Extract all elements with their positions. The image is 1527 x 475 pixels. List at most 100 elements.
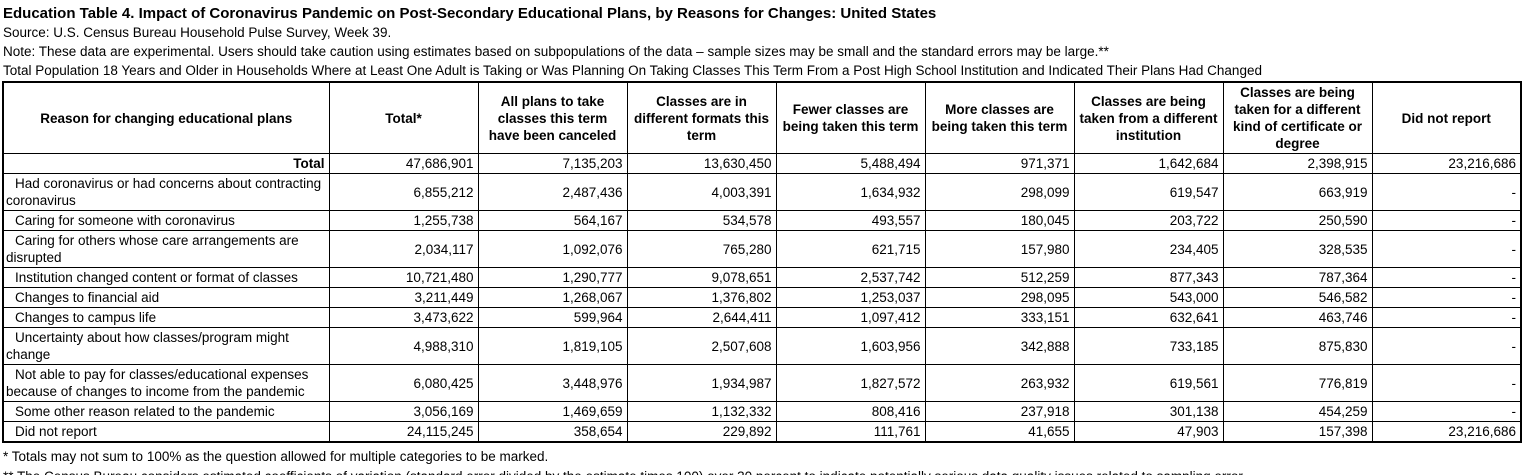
table-row: Caring for someone with coronavirus 1,255… xyxy=(2,210,1522,231)
table-row: Some other reason related to the pandemi… xyxy=(2,401,1522,422)
value-cell: 328,535 xyxy=(1222,230,1373,268)
value-cell: 203,722 xyxy=(1073,210,1224,231)
value-cell: 157,980 xyxy=(924,230,1075,268)
data-table: Reason for changing educational plans Tot… xyxy=(2,81,1522,443)
value-cell: 24,115,245 xyxy=(328,421,479,443)
row-label: Caring for others whose care arrangement… xyxy=(2,230,330,268)
value-cell: 6,855,212 xyxy=(328,173,479,211)
value-cell: 263,932 xyxy=(924,364,1075,402)
value-cell: 2,398,915 xyxy=(1222,153,1373,174)
value-cell: 1,469,659 xyxy=(477,401,628,422)
value-cell: 3,473,622 xyxy=(328,307,479,328)
column-header: Did not report xyxy=(1371,81,1522,154)
row-label: Total xyxy=(2,153,330,174)
value-cell: 2,507,608 xyxy=(626,327,777,365)
column-header: More classes are being taken this term xyxy=(924,81,1075,154)
value-cell: - xyxy=(1371,287,1522,308)
table-header-row: Reason for changing educational plans Tot… xyxy=(2,81,1522,154)
row-label: Caring for someone with coronavirus xyxy=(2,210,330,231)
row-label: Changes to campus life xyxy=(2,307,330,328)
value-cell: 1,819,105 xyxy=(477,327,628,365)
value-cell: 3,211,449 xyxy=(328,287,479,308)
value-cell: 47,686,901 xyxy=(328,153,479,174)
value-cell: 787,364 xyxy=(1222,267,1373,288)
value-cell: 1,376,802 xyxy=(626,287,777,308)
value-cell: 1,092,076 xyxy=(477,230,628,268)
value-cell: 4,003,391 xyxy=(626,173,777,211)
source-line: Source: U.S. Census Bureau Household Pul… xyxy=(3,25,392,40)
column-header: Total* xyxy=(328,81,479,154)
column-header: Classes are being taken for a different … xyxy=(1222,81,1373,154)
footnote-totals: * Totals may not sum to 100% as the ques… xyxy=(3,449,549,464)
table-row: Changes to campus life 3,473,622 599,964 2,… xyxy=(2,307,1522,328)
value-cell: 875,830 xyxy=(1222,327,1373,365)
value-cell: 564,167 xyxy=(477,210,628,231)
value-cell: - xyxy=(1371,364,1522,402)
value-cell: 6,080,425 xyxy=(328,364,479,402)
value-cell: 13,630,450 xyxy=(626,153,777,174)
value-cell: 23,216,686 xyxy=(1371,421,1522,443)
value-cell: 7,135,203 xyxy=(477,153,628,174)
value-cell: 971,371 xyxy=(924,153,1075,174)
column-header: All plans to take classes this term have… xyxy=(477,81,628,154)
value-cell: 463,746 xyxy=(1222,307,1373,328)
value-cell: 512,259 xyxy=(924,267,1075,288)
row-label: Did not report xyxy=(2,421,330,443)
value-cell: - xyxy=(1371,230,1522,268)
table-row: Institution changed content or format of… xyxy=(2,267,1522,288)
value-cell: 534,578 xyxy=(626,210,777,231)
value-cell: 157,398 xyxy=(1222,421,1373,443)
value-cell: 342,888 xyxy=(924,327,1075,365)
value-cell: - xyxy=(1371,210,1522,231)
table-body: Total 47,686,901 7,135,203 13,630,450 5,488,… xyxy=(2,153,1522,443)
value-cell: 23,216,686 xyxy=(1371,153,1522,174)
value-cell: 808,416 xyxy=(775,401,926,422)
value-cell: 1,634,932 xyxy=(775,173,926,211)
value-cell: 180,045 xyxy=(924,210,1075,231)
value-cell: 619,547 xyxy=(1073,173,1224,211)
column-header: Classes are being taken from a different… xyxy=(1073,81,1224,154)
value-cell: 41,655 xyxy=(924,421,1075,443)
value-cell: - xyxy=(1371,327,1522,365)
value-cell: 765,280 xyxy=(626,230,777,268)
value-cell: 358,654 xyxy=(477,421,628,443)
value-cell: 877,343 xyxy=(1073,267,1224,288)
value-cell: 111,761 xyxy=(775,421,926,443)
value-cell: 237,918 xyxy=(924,401,1075,422)
row-label: Some other reason related to the pandemi… xyxy=(2,401,330,422)
value-cell: 733,185 xyxy=(1073,327,1224,365)
row-label: Uncertainty about how classes/program mi… xyxy=(2,327,330,365)
row-label: Institution changed content or format of… xyxy=(2,267,330,288)
value-cell: 1,097,412 xyxy=(775,307,926,328)
value-cell: 621,715 xyxy=(775,230,926,268)
note-line: Note: These data are experimental. Users… xyxy=(3,44,1109,59)
value-cell: 663,919 xyxy=(1222,173,1373,211)
value-cell: 1,827,572 xyxy=(775,364,926,402)
value-cell: 1,253,037 xyxy=(775,287,926,308)
value-cell: 1,934,987 xyxy=(626,364,777,402)
universe-line: Total Population 18 Years and Older in H… xyxy=(3,63,1262,78)
value-cell: 493,557 xyxy=(775,210,926,231)
value-cell: 234,405 xyxy=(1073,230,1224,268)
value-cell: 619,561 xyxy=(1073,364,1224,402)
table-row: Did not report 24,115,245 358,654 229,892 11… xyxy=(2,421,1522,443)
value-cell: 250,590 xyxy=(1222,210,1373,231)
value-cell: 1,290,777 xyxy=(477,267,628,288)
value-cell: 599,964 xyxy=(477,307,628,328)
value-cell: 1,268,067 xyxy=(477,287,628,308)
value-cell: 2,034,117 xyxy=(328,230,479,268)
value-cell: - xyxy=(1371,173,1522,211)
table-row: Had coronavirus or had concerns about co… xyxy=(2,173,1522,211)
value-cell: 1,642,684 xyxy=(1073,153,1224,174)
value-cell: 298,099 xyxy=(924,173,1075,211)
value-cell: 4,988,310 xyxy=(328,327,479,365)
value-cell: 2,487,436 xyxy=(477,173,628,211)
table-row: Total 47,686,901 7,135,203 13,630,450 5,488,… xyxy=(2,153,1522,174)
page-title: Education Table 4. Impact of Coronavirus… xyxy=(3,5,937,22)
value-cell: 2,537,742 xyxy=(775,267,926,288)
value-cell: 229,892 xyxy=(626,421,777,443)
value-cell: 298,095 xyxy=(924,287,1075,308)
value-cell: 546,582 xyxy=(1222,287,1373,308)
footnote-cv: ** The Census Bureau considers estimated… xyxy=(3,467,1527,475)
